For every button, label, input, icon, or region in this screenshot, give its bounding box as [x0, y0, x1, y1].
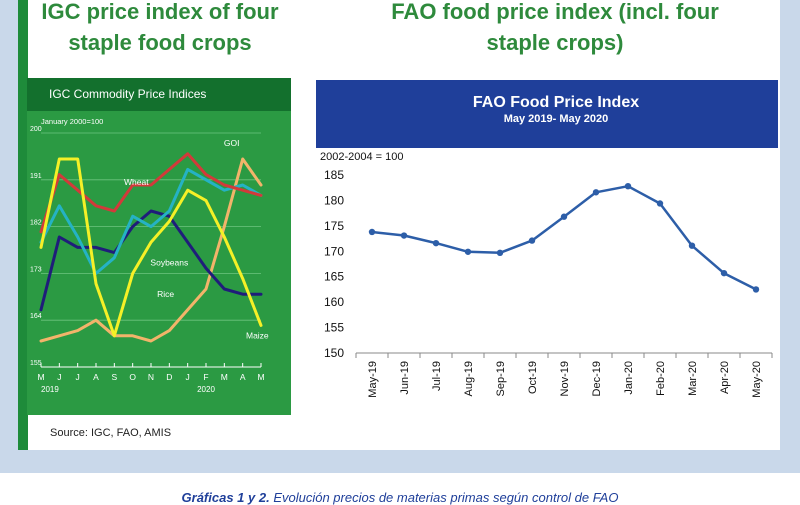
- fao-data-point: [528, 237, 536, 244]
- fao-x-tick-label: Mar-20: [687, 361, 699, 396]
- igc-x-tick-label: A: [93, 372, 99, 382]
- fao-x-tick-label: Oct-19: [527, 361, 539, 394]
- igc-chart-svg: January 2000=100 155 164 173 182 191 200 M J J A S O…: [30, 117, 269, 394]
- fao-x-tick-label: Feb-20: [655, 361, 667, 396]
- fao-x-tick-label: May-19: [367, 361, 379, 398]
- igc-y-tick-label: 155: [30, 360, 42, 367]
- fao-data-point: [496, 249, 504, 257]
- fao-y-tick-label: 175: [324, 219, 344, 233]
- fao-data-point: [560, 213, 568, 220]
- igc-year-label: 2020: [197, 385, 215, 394]
- right-chart-heading: FAO food price index (incl. four staple …: [391, 0, 719, 55]
- caption-text: Evolución precios de materias primas seg…: [269, 490, 619, 505]
- fao-x-tick-label: Jul-19: [431, 361, 443, 391]
- igc-series-line-goi: [39, 152, 263, 234]
- fao-chart-subtitle: May 2019- May 2020: [504, 113, 609, 125]
- fao-y-tick-label: 185: [324, 168, 344, 182]
- fao-y-tick-label: 155: [324, 321, 344, 335]
- igc-x-tick-label: F: [203, 372, 208, 382]
- igc-series-label-rice: Rice: [157, 289, 174, 299]
- igc-y-tick-label: 191: [30, 173, 42, 180]
- left-chart-heading: IGC price index of four staple food crop…: [41, 0, 279, 55]
- igc-series-label-wheat: Wheat: [124, 177, 149, 187]
- fao-y-tick-label: 150: [324, 346, 344, 360]
- fao-chart-svg: FAO Food Price Index May 2019- May 2020 20…: [316, 80, 778, 398]
- fao-data-point: [368, 228, 376, 236]
- igc-x-tick-label: O: [129, 372, 136, 382]
- igc-x-tick-label: M: [257, 372, 264, 382]
- igc-x-tick-label: M: [221, 372, 228, 382]
- igc-x-tick-label: J: [76, 372, 80, 382]
- fao-data-point: [432, 239, 440, 247]
- igc-subtitle: January 2000=100: [41, 117, 103, 126]
- fao-data-point: [624, 182, 632, 190]
- igc-series-line-wheat: [39, 167, 263, 275]
- igc-y-tick-label: 182: [30, 220, 42, 227]
- fao-data-point: [656, 200, 664, 207]
- igc-x-tick-label: M: [37, 372, 44, 382]
- igc-x-tick-label: A: [240, 372, 246, 382]
- igc-series-line-maize: [39, 157, 263, 338]
- fao-x-tick-label: May-20: [751, 361, 763, 398]
- fao-y-axis-label: 2002-2004 = 100: [320, 151, 404, 163]
- fao-data-point: [592, 189, 600, 196]
- igc-y-tick-label: 164: [30, 313, 42, 320]
- fao-x-tick-label: Jan-20: [623, 361, 635, 395]
- igc-series-label-goi: GOI: [224, 138, 240, 148]
- fao-data-point: [688, 242, 696, 249]
- igc-x-tick-label: J: [186, 372, 190, 382]
- fao-x-tick-label: Nov-19: [559, 361, 571, 396]
- igc-y-tick-label: 200: [30, 126, 42, 133]
- igc-series-line-rice: [39, 157, 263, 343]
- fao-y-tick-label: 170: [324, 244, 344, 258]
- fao-x-tick-label: Dec-19: [591, 361, 603, 396]
- igc-x-tick-label: N: [148, 372, 154, 382]
- fao-y-tick-label: 165: [324, 270, 344, 284]
- source-note: Source: IGC, FAO, AMIS: [50, 427, 172, 439]
- igc-x-tick-label: S: [111, 372, 117, 382]
- igc-series-label-soybeans: Soybeans: [150, 258, 188, 268]
- green-accent-strip: [18, 0, 28, 450]
- fao-data-point: [464, 248, 472, 255]
- igc-x-tick-label: J: [57, 372, 61, 382]
- fao-y-tick-label: 180: [324, 193, 344, 207]
- fao-x-tick-label: Sep-19: [495, 361, 507, 396]
- igc-chart-title: IGC Commodity Price Indices: [27, 78, 291, 111]
- fao-data-point: [400, 232, 408, 239]
- fao-series-line: [371, 184, 757, 291]
- fao-data-point: [720, 269, 728, 277]
- igc-x-tick-label: D: [166, 372, 172, 382]
- fao-x-tick-label: Apr-20: [719, 361, 731, 394]
- igc-series-label-maize: Maize: [246, 330, 269, 340]
- igc-series-line-soybeans: [39, 209, 263, 312]
- igc-chart-panel: IGC Commodity Price Indices January 2000…: [27, 78, 291, 415]
- fao-y-tick-label: 160: [324, 295, 344, 309]
- fao-x-tick-label: Jun-19: [399, 361, 411, 395]
- figure-caption: Gráficas 1 y 2. Evolución precios de mat…: [0, 490, 800, 505]
- fao-data-point: [752, 286, 760, 293]
- fao-x-tick-label: Aug-19: [463, 361, 475, 396]
- caption-label: Gráficas 1 y 2.: [181, 490, 270, 505]
- igc-year-label: 2019: [41, 385, 59, 394]
- fao-chart-header: [316, 80, 778, 148]
- fao-chart-title: FAO Food Price Index: [473, 94, 639, 111]
- igc-y-tick-label: 173: [30, 266, 42, 273]
